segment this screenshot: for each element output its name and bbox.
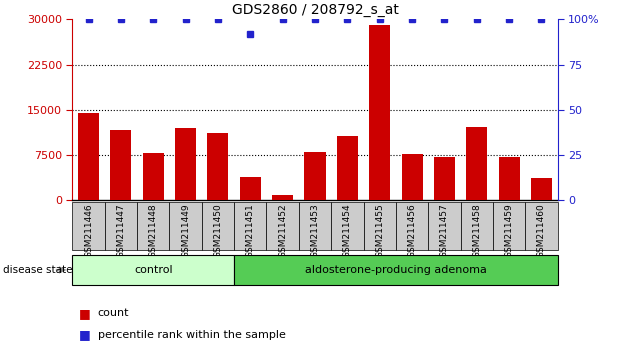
Text: GSM211453: GSM211453 — [311, 203, 319, 258]
Bar — [143, 153, 164, 200]
Bar — [525, 202, 558, 250]
Bar — [272, 195, 293, 200]
Text: GSM211456: GSM211456 — [408, 203, 416, 258]
Bar — [337, 136, 358, 200]
Text: count: count — [98, 308, 129, 318]
Bar — [175, 128, 196, 200]
Text: GSM211451: GSM211451 — [246, 203, 255, 258]
Text: GSM211448: GSM211448 — [149, 203, 158, 258]
Bar — [396, 202, 428, 250]
Text: ■: ■ — [79, 307, 91, 320]
Text: GSM211449: GSM211449 — [181, 203, 190, 258]
Bar — [72, 255, 234, 285]
Bar — [401, 154, 423, 200]
Bar — [169, 202, 202, 250]
Bar — [137, 202, 169, 250]
Bar — [240, 177, 261, 200]
Bar — [331, 202, 364, 250]
Text: aldosterone-producing adenoma: aldosterone-producing adenoma — [305, 265, 487, 275]
Bar — [234, 202, 266, 250]
Bar — [207, 133, 229, 200]
Bar — [234, 255, 558, 285]
Text: GSM211457: GSM211457 — [440, 203, 449, 258]
Bar — [531, 178, 552, 200]
Bar — [266, 202, 299, 250]
Text: GSM211447: GSM211447 — [117, 203, 125, 258]
Bar — [72, 202, 105, 250]
Text: disease state: disease state — [3, 265, 72, 275]
Bar — [110, 130, 132, 200]
Text: GSM211460: GSM211460 — [537, 203, 546, 258]
Bar — [466, 127, 487, 200]
Text: percentile rank within the sample: percentile rank within the sample — [98, 330, 285, 339]
Bar — [498, 157, 520, 200]
Title: GDS2860 / 208792_s_at: GDS2860 / 208792_s_at — [232, 3, 398, 17]
Text: control: control — [134, 265, 173, 275]
Text: GSM211459: GSM211459 — [505, 203, 513, 258]
Bar — [369, 25, 390, 200]
Bar — [105, 202, 137, 250]
Text: GSM211455: GSM211455 — [375, 203, 384, 258]
Bar — [364, 202, 396, 250]
Text: GSM211458: GSM211458 — [472, 203, 481, 258]
Text: GSM211446: GSM211446 — [84, 203, 93, 258]
Text: GSM211454: GSM211454 — [343, 203, 352, 258]
Text: ■: ■ — [79, 328, 91, 341]
Bar — [202, 202, 234, 250]
Bar — [434, 157, 455, 200]
Text: GSM211450: GSM211450 — [214, 203, 222, 258]
Bar — [78, 113, 99, 200]
Bar — [493, 202, 525, 250]
Bar — [428, 202, 461, 250]
Bar — [461, 202, 493, 250]
Bar — [304, 152, 326, 200]
Text: GSM211452: GSM211452 — [278, 203, 287, 258]
Bar — [299, 202, 331, 250]
